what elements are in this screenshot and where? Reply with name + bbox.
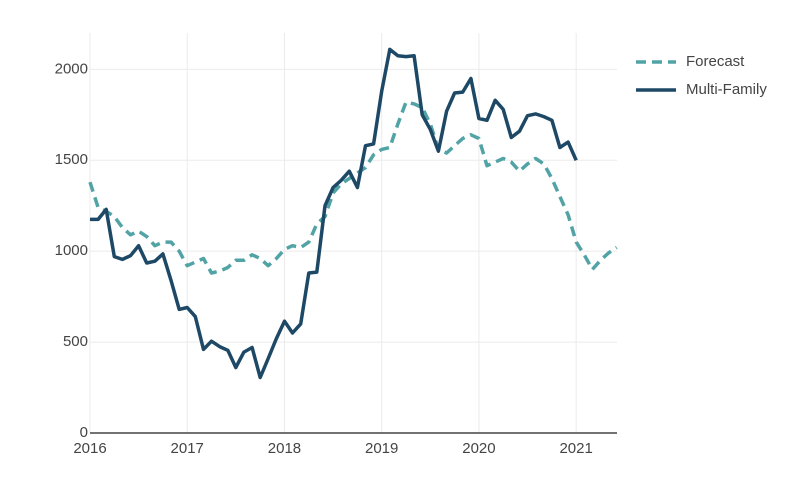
y-tick-label: 1500 bbox=[55, 151, 88, 168]
legend-label: Multi-Family bbox=[686, 81, 767, 98]
x-tick-label: 2016 bbox=[73, 440, 106, 457]
x-tick-label: 2020 bbox=[462, 440, 495, 457]
y-tick-label: 1000 bbox=[55, 242, 88, 259]
y-tick-label: 0 bbox=[80, 424, 88, 441]
legend-label: Forecast bbox=[686, 53, 745, 70]
series-line bbox=[88, 100, 618, 275]
x-tick-label: 2021 bbox=[559, 440, 592, 457]
x-tick-label: 2019 bbox=[365, 440, 398, 457]
y-tick-label: 2000 bbox=[55, 60, 88, 77]
series-line bbox=[90, 47, 578, 380]
x-tick-label: 2018 bbox=[268, 440, 301, 457]
y-tick-label: 500 bbox=[63, 333, 88, 350]
x-tick-label: 2017 bbox=[171, 440, 204, 457]
